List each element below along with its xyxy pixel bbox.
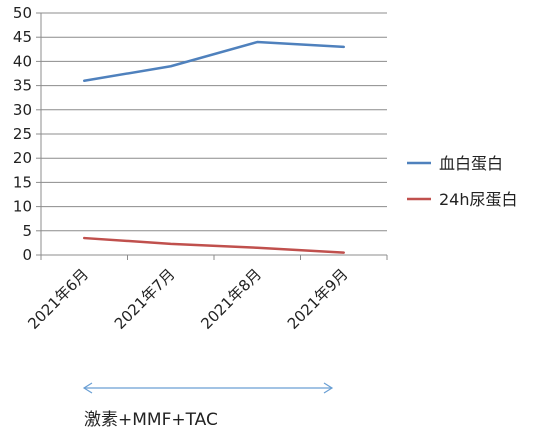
series-lines (83, 40, 345, 254)
y-tick-label: 45 (13, 28, 32, 46)
x-tick-label: 2021年7月 (111, 265, 179, 333)
y-tick-label: 20 (13, 149, 32, 167)
treatment-annotation: 激素+MMF+TAC (82, 382, 334, 430)
x-tick-label: 2021年9月 (284, 265, 352, 333)
y-tick-label: 25 (13, 125, 32, 143)
series-line-1 (83, 236, 345, 254)
y-tick-label: 15 (13, 173, 32, 191)
y-tick-label: 30 (13, 101, 32, 119)
y-tick-labels: 0 5 10 15 20 25 30 35 40 45 50 (13, 4, 32, 264)
y-tick-label: 10 (13, 198, 32, 216)
x-tick-label: 2021年8月 (197, 265, 265, 333)
y-tick-label: 50 (13, 4, 32, 22)
legend-label-1: 24h尿蛋白 (439, 190, 518, 209)
treatment-span-arrow-left-head (82, 382, 93, 394)
y-tick-label: 40 (13, 52, 32, 70)
y-tick-label: 0 (22, 246, 32, 264)
treatment-span-arrow-right-head (323, 382, 334, 394)
y-tick-label: 5 (22, 222, 32, 240)
grid-lines (41, 12, 387, 232)
x-tick-labels: 2021年6月 2021年7月 2021年8月 2021年9月 (24, 265, 351, 333)
axes (36, 12, 388, 260)
x-tick-label: 2021年6月 (24, 265, 92, 333)
y-tick-label: 35 (13, 77, 32, 95)
legend: 血白蛋白 24h尿蛋白 (407, 154, 518, 209)
treatment-label: 激素+MMF+TAC (84, 410, 218, 430)
legend-label-0: 血白蛋白 (439, 154, 503, 173)
series-line-0 (83, 40, 345, 83)
